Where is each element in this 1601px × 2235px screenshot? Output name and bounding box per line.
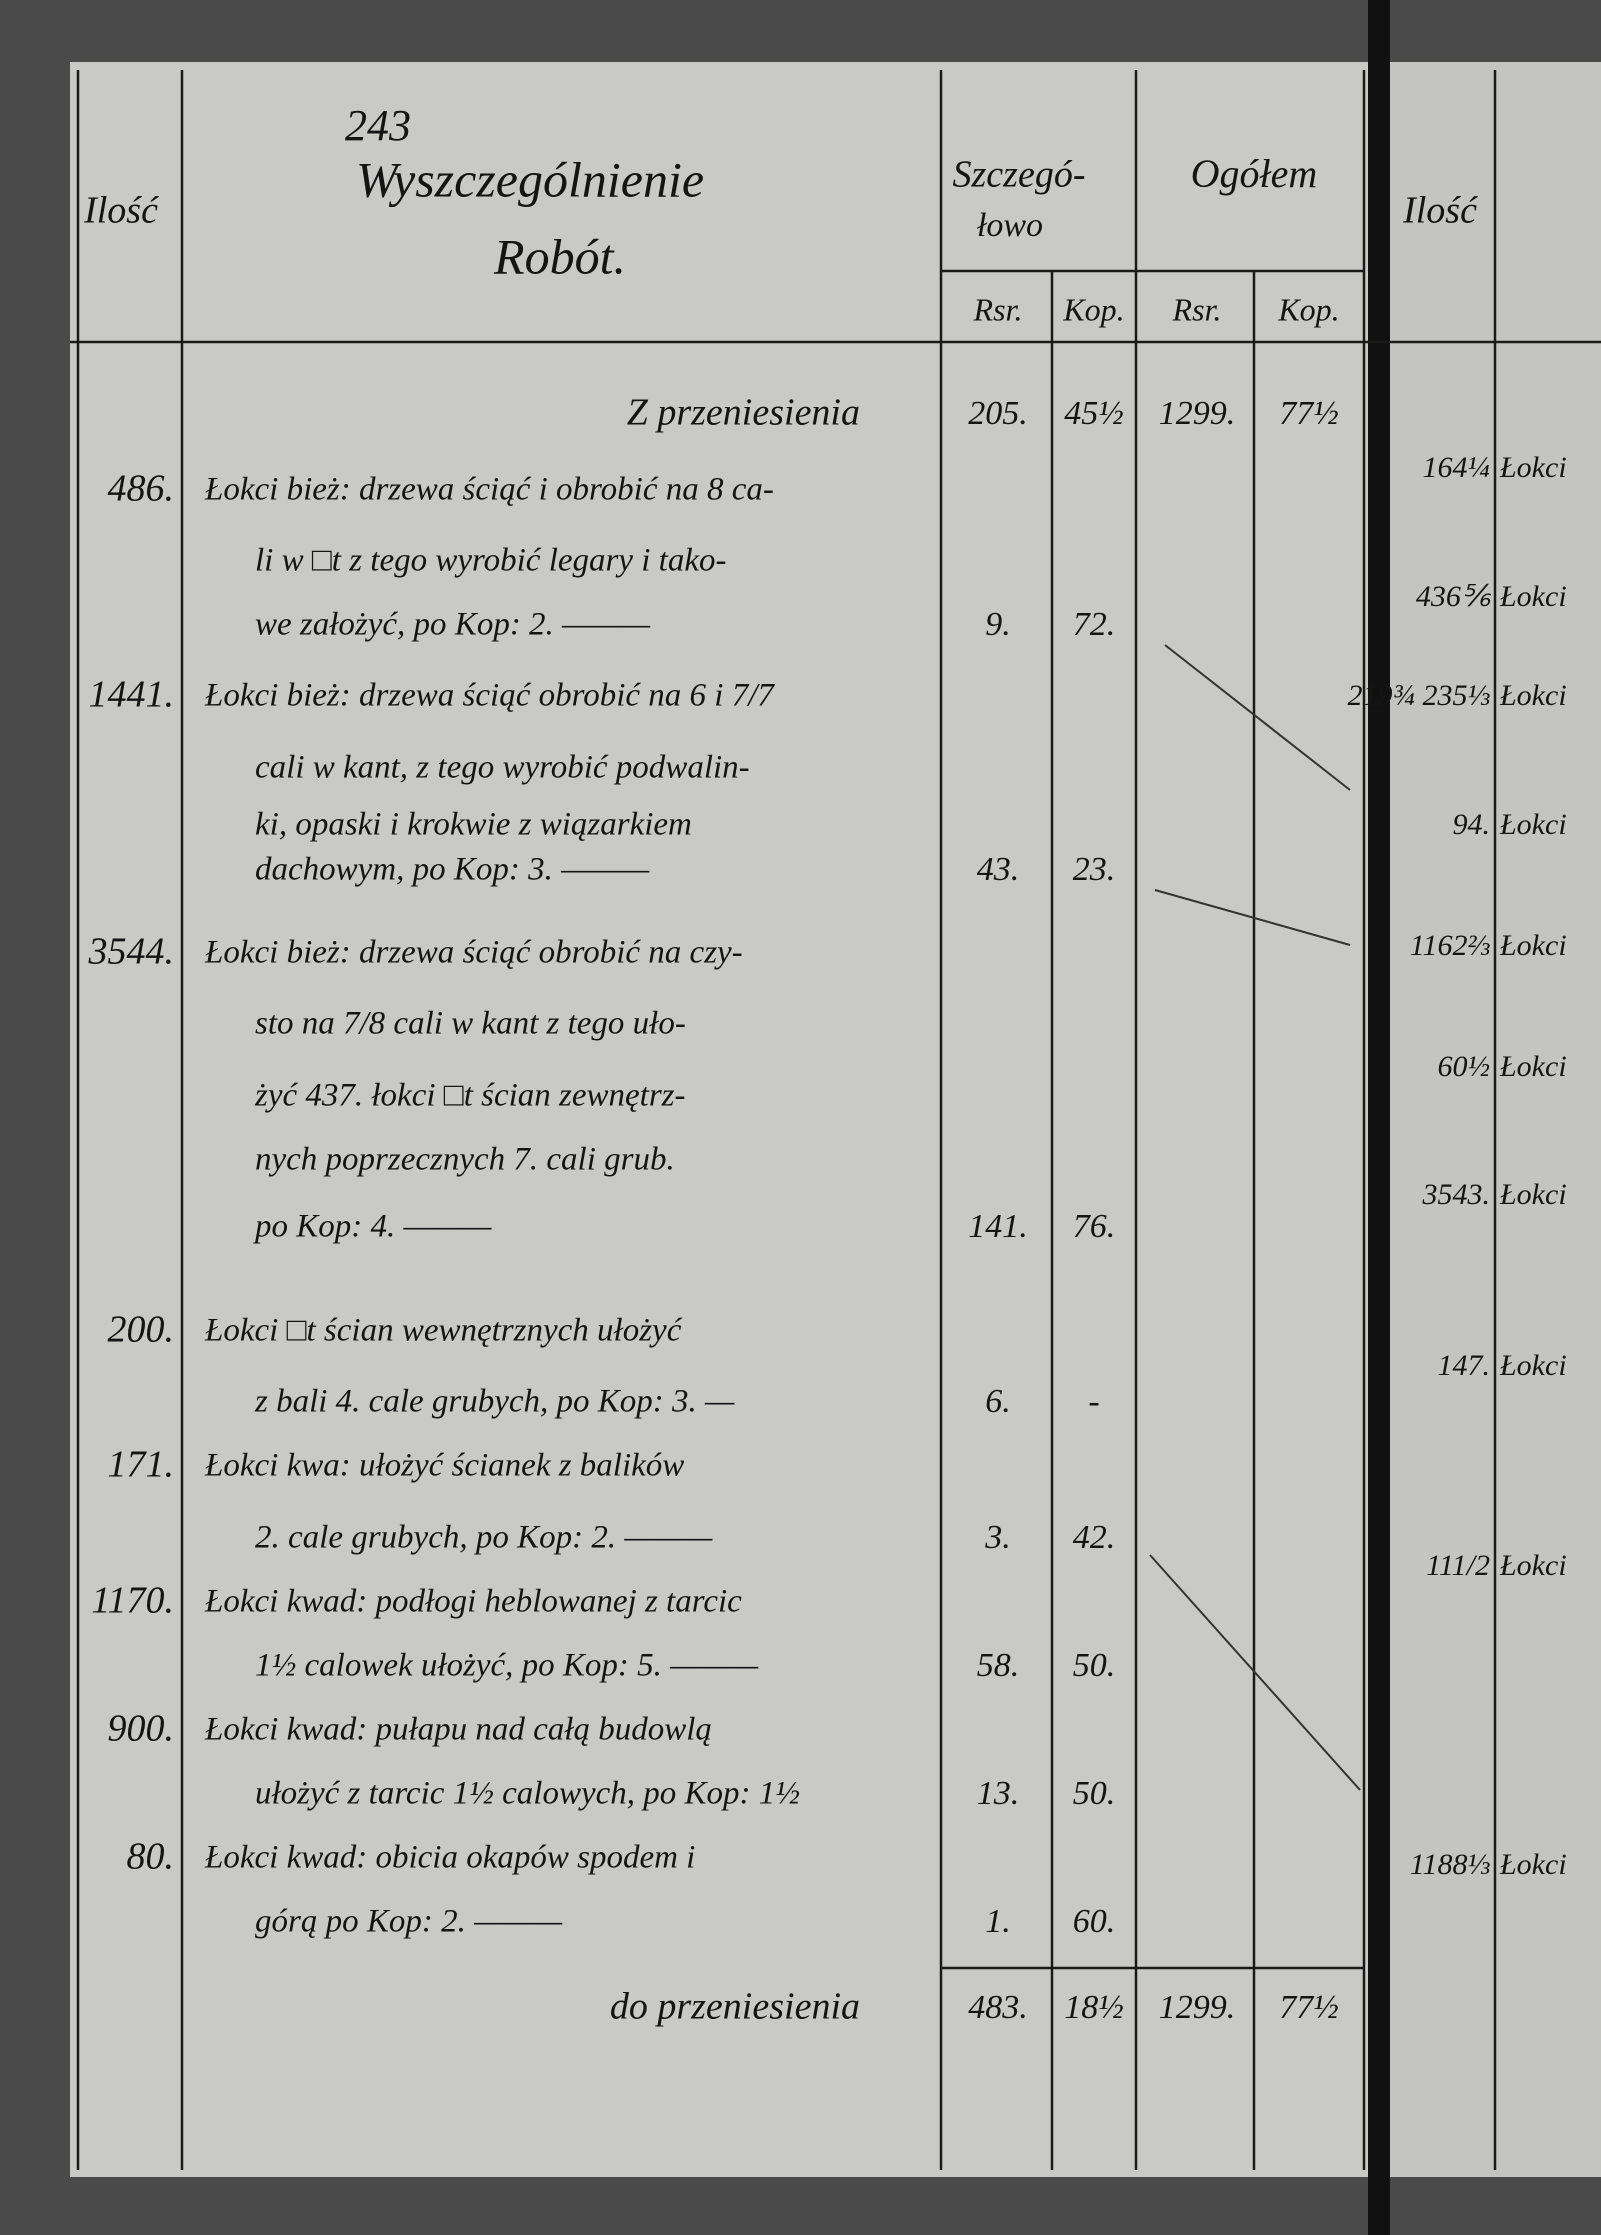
- description-line: z bali 4. cale grubych, po Kop: 3. —: [254, 1384, 735, 1420]
- quantity: 219¾ 235⅓: [1348, 679, 1491, 712]
- detail-rub: 483.: [968, 1989, 1028, 2026]
- col-subheader: Rsr.: [973, 291, 1023, 327]
- detail-kop: 18½: [1064, 1989, 1124, 2026]
- col-header: Szczegó-: [953, 154, 1086, 196]
- description-line: dachowym, po Kop: 3. ———: [255, 852, 650, 888]
- detail-rub: 3.: [984, 1519, 1011, 1556]
- quantity: 1441.: [89, 674, 175, 716]
- detail-rub: 43.: [977, 851, 1020, 888]
- total-rub: 1299.: [1159, 1989, 1236, 2026]
- quantity: 1170.: [91, 1580, 174, 1622]
- col-subheader: Kop.: [1062, 291, 1124, 327]
- cancel-stroke: [1164, 644, 1351, 791]
- quantity: 171.: [108, 1444, 175, 1486]
- description-line: Łokci bież: drzewa ściąć obrobić na 6 i …: [204, 678, 775, 714]
- quantity: 3544.: [88, 931, 175, 973]
- description-line: górą po Kop: 2. ———: [255, 1904, 563, 1940]
- description-line: Łokci: [1499, 451, 1567, 484]
- description-line: Łokci: [1499, 679, 1567, 712]
- detail-kop: 23.: [1073, 851, 1116, 888]
- description-line: cali w kant, z tego wyrobić podwalin-: [255, 750, 750, 786]
- description-line: Łokci: [1499, 1178, 1567, 1211]
- quantity: 94.: [1453, 808, 1491, 841]
- description-line: Łokci: [1499, 1549, 1567, 1582]
- col-subheader: Rsr.: [1172, 291, 1222, 327]
- description-line: Łokci: [1499, 1050, 1567, 1083]
- detail-rub: 58.: [977, 1647, 1020, 1684]
- description-line: Łokci kwa: ułożyć ścianek z balików: [204, 1448, 684, 1484]
- description-line: Łokci: [1499, 580, 1567, 613]
- quantity: 111/2: [1426, 1549, 1490, 1582]
- description-line: nych poprzecznych 7. cali grub.: [255, 1142, 675, 1178]
- description-line: Łokci: [1499, 929, 1567, 962]
- quantity: 147.: [1438, 1349, 1491, 1382]
- description-line: Łokci: [1499, 808, 1567, 841]
- quantity: 436⅚: [1416, 580, 1492, 613]
- description-line: sto na 7/8 cali w kant z tego uło-: [255, 1006, 686, 1042]
- col-subheader: Kop.: [1277, 291, 1339, 327]
- col-header: Robót.: [493, 228, 626, 284]
- description-line: 2. cale grubych, po Kop: 2. ———: [255, 1520, 713, 1556]
- quantity: 1162⅔: [1410, 929, 1491, 962]
- quantity: 164¼: [1423, 451, 1491, 484]
- description-line: we założyć, po Kop: 2. ———: [255, 607, 651, 643]
- content: 243 Ilość Wyszczególnienie Robót. Szczegó-ło…: [83, 101, 1567, 2028]
- detail-kop: 42.: [1073, 1519, 1116, 1556]
- detail-rub: 13.: [977, 1775, 1020, 1812]
- detail-kop: 60.: [1073, 1903, 1116, 1940]
- col-header: Ilość: [1402, 190, 1478, 232]
- detail-kop: 50.: [1073, 1775, 1116, 1812]
- detail-kop: 45½: [1064, 395, 1124, 432]
- quantity: 60½: [1438, 1050, 1491, 1083]
- page-number: 243: [345, 101, 411, 150]
- description-line: Łokci kwad: podłogi heblowanej z tarcic: [204, 1584, 742, 1620]
- binding: [1368, 0, 1390, 2235]
- total-kop: 77½: [1279, 395, 1339, 432]
- description-line: ułożyć z tarcic 1½ calowych, po Kop: 1½: [255, 1776, 800, 1812]
- quantity: 200.: [108, 1309, 175, 1351]
- col-header: łowo: [977, 207, 1043, 244]
- detail-rub: 6.: [985, 1383, 1011, 1420]
- col-header: Ogółem: [1191, 151, 1318, 196]
- description-line: Łokci bież: drzewa ściąć i obrobić na 8 …: [204, 472, 774, 508]
- quantity: 1188⅓: [1410, 1848, 1491, 1881]
- cancel-stroke: [1149, 1554, 1361, 1791]
- col-header: Ilość: [83, 190, 159, 232]
- description-line: Łokci bież: drzewa ściąć obrobić na czy-: [204, 935, 743, 971]
- description-line: ki, opaski i krokwie z wiązarkiem: [255, 807, 692, 843]
- cancel-stroke: [1154, 889, 1351, 946]
- left-page: [70, 62, 1370, 2177]
- description-line: po Kop: 4. ———: [253, 1209, 492, 1245]
- detail-rub: 1.: [985, 1903, 1011, 1940]
- description-line: li w □t z tego wyrobić legary i tako-: [255, 543, 726, 579]
- detail-kop: -: [1088, 1383, 1099, 1420]
- total-rub: 1299.: [1159, 395, 1236, 432]
- detail-rub: 9.: [985, 606, 1011, 643]
- description-line: Łokci: [1499, 1848, 1567, 1881]
- total-kop: 77½: [1279, 1989, 1339, 2026]
- quantity: 900.: [108, 1708, 175, 1750]
- description-line: Łokci □t ścian wewnętrznych ułożyć: [204, 1313, 683, 1349]
- carried-label: do przeniesienia: [610, 1986, 860, 2028]
- quantity: 80.: [127, 1836, 175, 1878]
- description-line: Łokci kwad: obicia okapów spodem i: [204, 1840, 695, 1876]
- quantity: 486.: [108, 468, 175, 510]
- description-line: żyć 437. łokci □t ścian zewnętrz-: [254, 1078, 686, 1114]
- col-header: Wyszczególnienie: [356, 151, 704, 207]
- description-line: Łokci: [1499, 1349, 1567, 1382]
- carried-label: Z przeniesienia: [627, 392, 860, 434]
- detail-kop: 76.: [1073, 1208, 1116, 1245]
- description-line: Łokci kwad: pułapu nad całą budowlą: [204, 1712, 712, 1748]
- detail-rub: 141.: [968, 1208, 1028, 1245]
- detail-kop: 72.: [1073, 606, 1116, 643]
- detail-rub: 205.: [968, 395, 1028, 432]
- description-line: 1½ calowek ułożyć, po Kop: 5. ———: [255, 1648, 759, 1684]
- quantity: 3543.: [1422, 1178, 1491, 1211]
- detail-kop: 50.: [1073, 1647, 1116, 1684]
